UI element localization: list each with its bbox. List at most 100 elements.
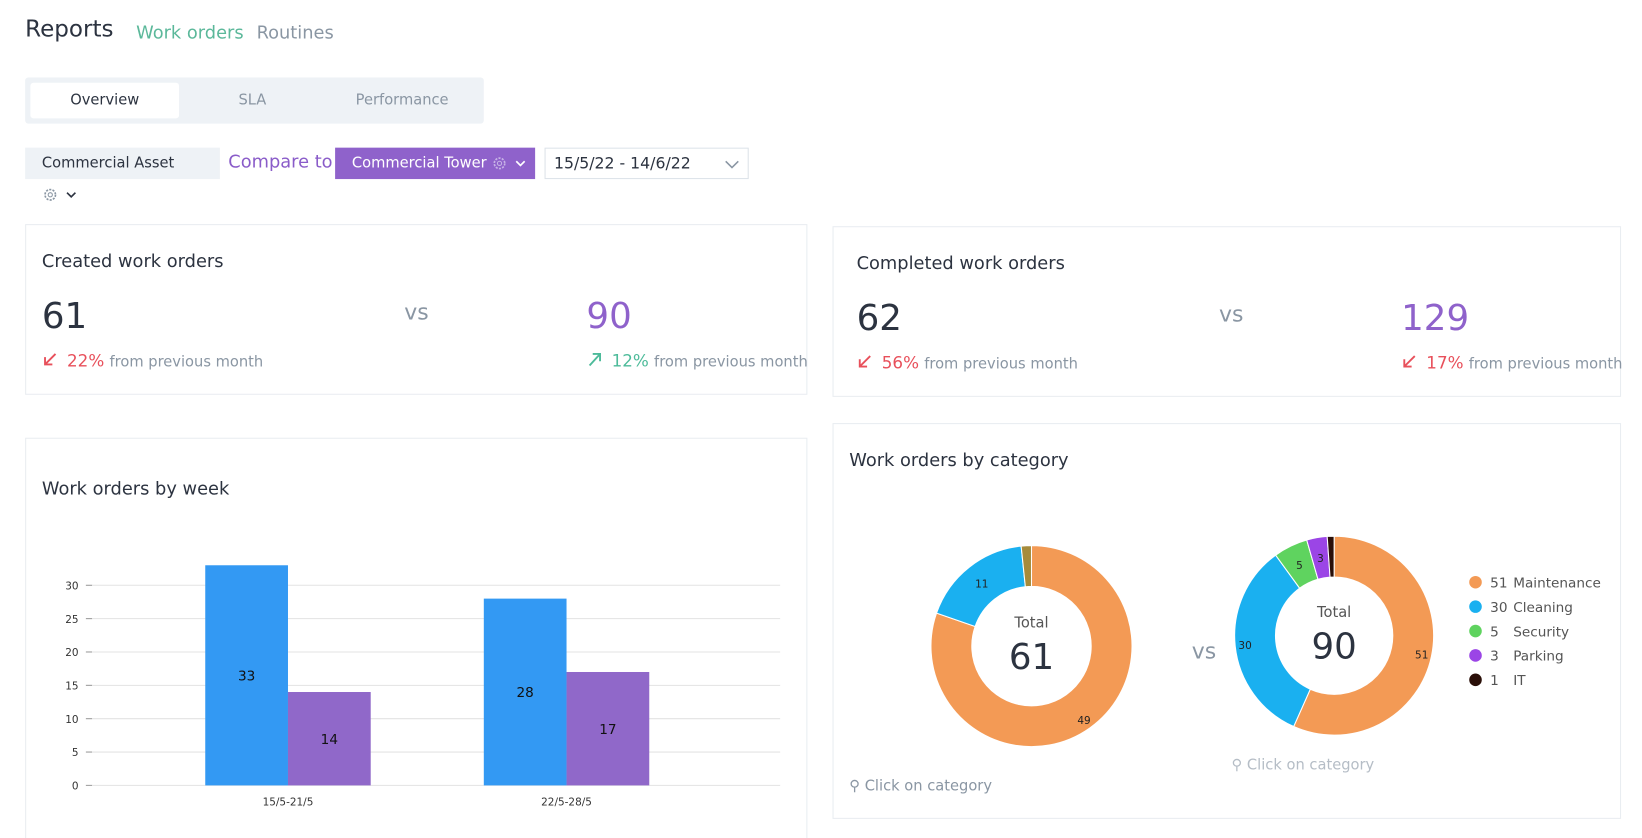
created-card [25, 224, 808, 395]
icons [493, 157, 526, 170]
legend-value: 3 [1490, 649, 1499, 665]
y-tick-label: 5 [72, 747, 79, 759]
legend-swatch [1469, 600, 1482, 613]
card-title: Completed work orders [856, 253, 1065, 275]
total-label: Total [1316, 604, 1351, 621]
kpi-value: 90 [586, 295, 632, 338]
y-tick-label: 25 [65, 614, 78, 626]
legend-name: Parking [1513, 649, 1563, 665]
asset-label: Commercial Asset [41, 154, 175, 172]
week-card [25, 437, 808, 838]
kpi-value: 129 [1401, 297, 1470, 340]
y-tick-label: 15 [65, 681, 78, 693]
trend-icon [44, 353, 57, 366]
change: 17% [1426, 352, 1464, 373]
change-note: from previous month [109, 353, 264, 371]
change-note: from previous month [1468, 356, 1623, 373]
donut-segment [1020, 545, 1033, 588]
vs: vs [404, 299, 429, 325]
legend-swatch [1469, 575, 1482, 589]
page-title: Reports [25, 16, 114, 43]
y-tick-label: 20 [65, 647, 78, 659]
segment-label: 5 [1296, 560, 1303, 572]
legend-name: Cleaning [1513, 600, 1573, 616]
completed-card [832, 226, 1622, 397]
legend-value: 5 [1490, 624, 1499, 640]
chart-title: Work orders by category [849, 450, 1069, 472]
y-tick-label: 0 [72, 781, 79, 793]
subtab[interactable]: Performance [355, 92, 449, 109]
bar-label: 14 [321, 732, 338, 748]
bar [483, 598, 567, 786]
trend-icon [858, 355, 871, 368]
bar-label: 17 [599, 722, 616, 738]
change-note: from previous month [924, 356, 1078, 373]
legend-swatch [1469, 673, 1482, 687]
segment-label: 11 [975, 578, 988, 590]
change-row: 56% from previous month [857, 353, 1078, 373]
subtab[interactable]: SLA [238, 92, 267, 109]
legend-swatch [1469, 649, 1482, 662]
subtab-active [30, 82, 180, 119]
compare-asset: Commercial Tower [351, 154, 487, 172]
kpi-value: 61 [41, 295, 88, 338]
chevron [725, 160, 739, 169]
change-row: 17% from previous month [1401, 353, 1622, 373]
vs: vs [1191, 638, 1217, 664]
trend-icon [588, 353, 601, 367]
date-range: 15/5/22 - 14/6/22 [553, 153, 691, 173]
bar [205, 565, 288, 786]
legend-value: 1 [1490, 673, 1499, 689]
asset-filter[interactable]: Commercial Asset [25, 147, 220, 201]
hint: ⚲ Click on category [849, 778, 993, 795]
legend-value: 30 [1490, 600, 1507, 616]
legend-name: Security [1513, 624, 1569, 640]
total-label: Total [1013, 614, 1048, 631]
compare-label: Compare to [228, 151, 333, 173]
compare-filter[interactable]: Commercial Tower [335, 147, 536, 180]
vs: vs [1218, 301, 1244, 327]
bar [566, 671, 650, 786]
legend-swatch [1469, 624, 1482, 638]
bar-label: 33 [238, 669, 255, 685]
change: 56% [881, 352, 919, 373]
segment-label: 3 [1317, 553, 1324, 565]
hint: ⚲ Click on category [1231, 757, 1375, 774]
segment-label: 51 [1415, 649, 1428, 661]
tab[interactable]: Routines [256, 23, 334, 44]
trend-icon [1403, 355, 1416, 368]
hint-text: Click on category [1246, 757, 1375, 774]
total-value: 61 [1009, 637, 1054, 678]
legend-name: Maintenance [1513, 575, 1601, 591]
kpi-value: 62 [856, 297, 902, 340]
y-tick-label: 30 [65, 580, 78, 592]
legend-value: 51 [1490, 575, 1507, 591]
legend-name: IT [1513, 673, 1526, 689]
y-tick-label: 10 [65, 714, 78, 726]
hint-text: Click on category [864, 778, 993, 795]
change-row: 12% from previous month [586, 350, 808, 371]
donut-segment [1326, 535, 1335, 578]
tab[interactable]: Work orders [136, 23, 244, 44]
chart-title: Work orders by week [41, 478, 230, 500]
total-value: 90 [1311, 627, 1356, 668]
subtab[interactable]: Overview [70, 92, 140, 109]
x-tick-label: 22/5-28/5 [541, 796, 592, 808]
donut-segment [1292, 535, 1435, 736]
x-tick-label: 15/5-21/5 [263, 796, 314, 808]
segment-label: 30 [1238, 640, 1251, 652]
bar [287, 692, 371, 786]
change: 12% [611, 350, 649, 371]
date-filter[interactable]: 15/5/22 - 14/6/22 [544, 147, 749, 180]
icons [44, 188, 76, 201]
card-title: Created work orders [41, 251, 224, 273]
change: 22% [67, 350, 105, 371]
donut-segment [930, 545, 1133, 748]
change-note: from previous month [654, 353, 808, 371]
donut-segment [1234, 554, 1311, 728]
segment-label: 49 [1077, 715, 1090, 727]
change-row: 22% from previous month [42, 351, 263, 371]
bar-label: 28 [517, 685, 534, 701]
